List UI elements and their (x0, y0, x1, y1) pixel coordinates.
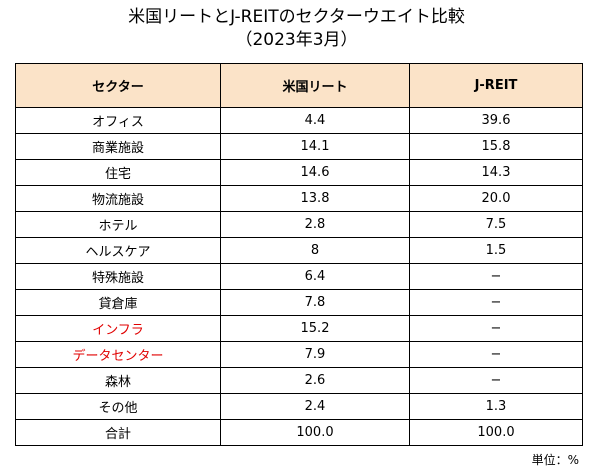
us-reit-value-cell: 14.6 (220, 159, 410, 186)
table-row: その他 2.4 1.3 (15, 393, 583, 420)
j-reit-value-cell: 1.5 (409, 237, 583, 264)
j-reit-value-cell: 20.0 (409, 185, 583, 212)
sector-name-cell: オフィス (15, 107, 221, 134)
j-reit-value-cell: 14.3 (409, 159, 583, 186)
us-reit-value-cell: 100.0 (220, 419, 410, 446)
us-reit-value-cell: 2.4 (220, 393, 410, 420)
sector-name-cell: 住宅 (15, 159, 221, 186)
us-reit-value-cell: 4.4 (220, 107, 410, 134)
j-reit-value-cell: − (409, 315, 583, 342)
sector-name-cell: その他 (15, 393, 221, 420)
table-row: オフィス 4.4 39.6 (15, 107, 583, 134)
table-row: インフラ 15.2− (15, 315, 583, 342)
sector-name-cell: 商業施設 (15, 133, 221, 160)
page-subtitle: （2023年3月） (235, 30, 358, 50)
us-reit-value-cell: 7.8 (220, 289, 410, 316)
sector-name-cell: ホテル (15, 211, 221, 238)
table-row: 貸倉庫 7.8− (15, 289, 583, 316)
sector-name-cell: 特殊施設 (15, 263, 221, 290)
table-header-row: セクター 米国リート J-REIT (15, 63, 583, 108)
column-header-us-reit: 米国リート (220, 63, 410, 108)
us-reit-value-cell: 13.8 (220, 185, 410, 212)
sector-name-cell: 物流施設 (15, 185, 221, 212)
sector-name-cell: ヘルスケア (15, 237, 221, 264)
table-row: ホテル 2.8 7.5 (15, 211, 583, 238)
table-row: データセンター 7.9− (15, 341, 583, 368)
j-reit-value-cell: − (409, 341, 583, 368)
page-title: 米国リートとJ-REITのセクターウエイト比較 (128, 7, 465, 27)
us-reit-value-cell: 15.2 (220, 315, 410, 342)
j-reit-value-cell: 7.5 (409, 211, 583, 238)
us-reit-value-cell: 8 (220, 237, 410, 264)
table-row: ヘルスケア 8 1.5 (15, 237, 583, 264)
table-row: 商業施設 14.1 15.8 (15, 133, 583, 160)
j-reit-value-cell: 100.0 (409, 419, 583, 446)
us-reit-value-cell: 7.9 (220, 341, 410, 368)
table-row: 合計 100.0 100.0 (15, 419, 583, 446)
sector-weight-table: セクター 米国リート J-REIT オフィス 4.4 39.6 商業施設 14.1 15.… (15, 63, 583, 446)
us-reit-value-cell: 2.6 (220, 367, 410, 394)
j-reit-value-cell: − (409, 289, 583, 316)
j-reit-value-cell: − (409, 367, 583, 394)
us-reit-value-cell: 2.8 (220, 211, 410, 238)
j-reit-value-cell: 15.8 (409, 133, 583, 160)
j-reit-value-cell: 1.3 (409, 393, 583, 420)
sector-name-cell: 森林 (15, 367, 221, 394)
us-reit-value-cell: 14.1 (220, 133, 410, 160)
column-header-j-reit: J-REIT (409, 63, 583, 108)
sector-name-cell: 貸倉庫 (15, 289, 221, 316)
table-row: 住宅 14.6 14.3 (15, 159, 583, 186)
sector-name-cell: 合計 (15, 419, 221, 446)
table-row: 特殊施設 6.4− (15, 263, 583, 290)
table-row: 物流施設 13.8 20.0 (15, 185, 583, 212)
column-header-sector: セクター (15, 63, 221, 108)
sector-name-cell: インフラ (15, 315, 221, 342)
j-reit-value-cell: − (409, 263, 583, 290)
sector-name-cell: データセンター (15, 341, 221, 368)
us-reit-value-cell: 6.4 (220, 263, 410, 290)
table-body: オフィス 4.4 39.6 商業施設 14.1 15.8 住宅 14.6 14.3 物流施設 13.… (15, 107, 583, 446)
j-reit-value-cell: 39.6 (409, 107, 583, 134)
unit-note: 単位：% (531, 453, 579, 467)
table-row: 森林 2.6− (15, 367, 583, 394)
